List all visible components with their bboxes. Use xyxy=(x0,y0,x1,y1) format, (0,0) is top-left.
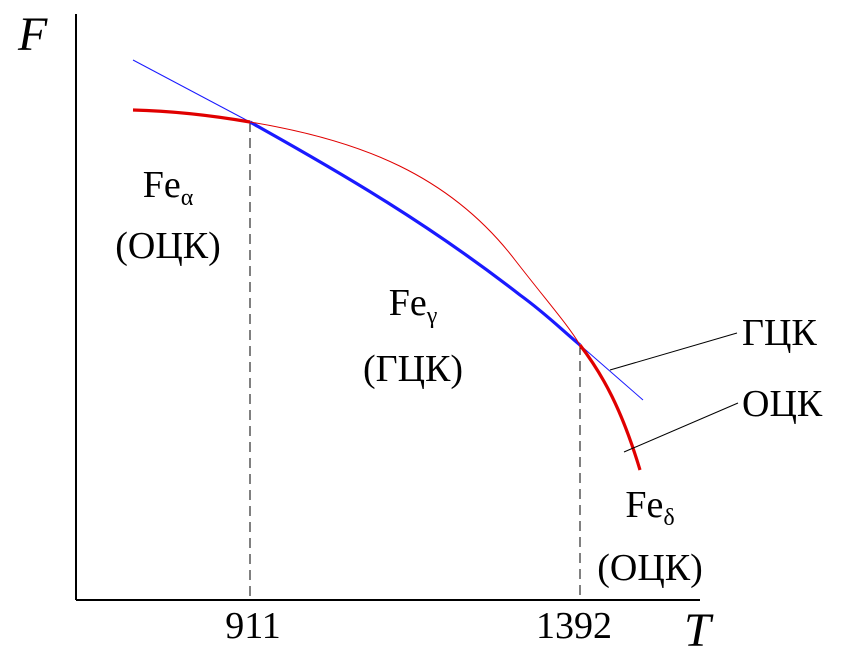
phase-gamma-base: Fe xyxy=(389,282,427,324)
fcc-curve-thin-left xyxy=(132,59,251,123)
y-axis-label: F xyxy=(17,8,48,61)
x-axis-label: T xyxy=(684,604,714,649)
leader-fcc xyxy=(609,332,738,371)
bcc-curve-alpha xyxy=(132,108,251,124)
bcc-curve-delta xyxy=(578,344,642,471)
phase-delta-base: Fe xyxy=(625,484,663,526)
phase-delta-sub: δ xyxy=(663,505,674,531)
x-tick-911: 911 xyxy=(225,605,281,647)
phase-delta-label: Feδ xyxy=(625,484,674,531)
leader-bcc xyxy=(623,402,739,453)
fcc-curve-thin-right xyxy=(579,344,644,401)
bcc-curve-metastable xyxy=(249,121,581,346)
phase-gamma-lattice: (ГЦК) xyxy=(363,348,463,390)
fcc-curve-stable xyxy=(249,120,582,347)
x-tick-1392: 1392 xyxy=(536,605,612,647)
phase-alpha-label: Feα xyxy=(143,164,194,211)
phase-gamma-label: Feγ xyxy=(389,282,438,329)
phase-alpha-sub: α xyxy=(181,185,194,211)
phase-alpha-lattice: (ОЦК) xyxy=(115,225,221,267)
phase-delta-lattice: (ОЦК) xyxy=(597,547,703,589)
phase-gamma-sub: γ xyxy=(426,303,438,329)
curve-label-fcc: ГЦК xyxy=(742,312,817,354)
curve-label-bcc: ОЦК xyxy=(742,383,823,425)
phase-alpha-base: Fe xyxy=(143,164,181,206)
